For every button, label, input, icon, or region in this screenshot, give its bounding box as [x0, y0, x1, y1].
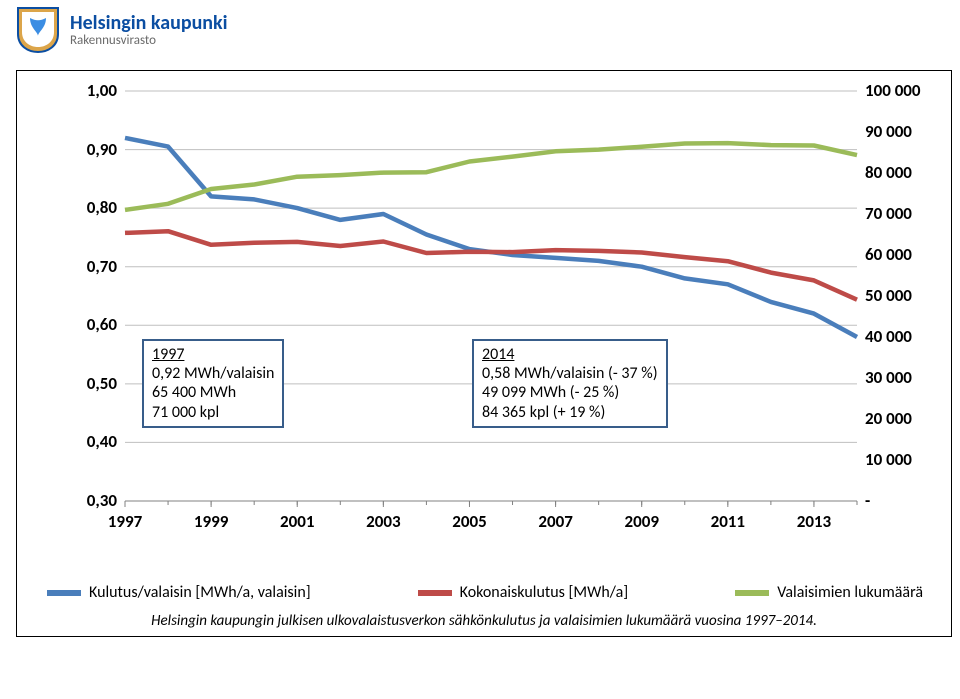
- y-left-tick: 0,90: [67, 139, 117, 160]
- legend-swatch: [418, 590, 452, 596]
- y-left-tick: 1,00: [67, 80, 117, 101]
- y-right-tick: 40 000: [865, 326, 912, 347]
- y-left-tick: 0,80: [67, 197, 117, 218]
- y-right-tick: 10 000: [865, 449, 912, 470]
- y-right-tick: 20 000: [865, 408, 912, 429]
- x-tick: 2013: [797, 511, 831, 532]
- org-sub: Rakennusvirasto: [70, 34, 228, 48]
- x-tick: 2005: [452, 511, 486, 532]
- annotation-box: 19970,92 MWh/valaisin65 400 MWh71 000 kp…: [142, 339, 284, 428]
- org-block: Helsingin kaupunki Rakennusvirasto: [70, 13, 228, 48]
- legend-item: Valaisimien lukumäärä: [735, 583, 923, 602]
- legend-swatch: [735, 590, 769, 596]
- x-tick: 2001: [280, 511, 314, 532]
- y-right-tick: 70 000: [865, 203, 912, 224]
- chart-frame: Sähkön ominaiskulutus [MWh/a, valaisin] …: [16, 70, 952, 637]
- y-right-tick: 50 000: [865, 285, 912, 306]
- y-right-tick: 100 000: [865, 80, 921, 101]
- y-right-tick: 80 000: [865, 162, 912, 183]
- x-tick: 1999: [194, 511, 228, 532]
- line-chart-svg: [33, 81, 931, 571]
- legend-item: Kokonaiskulutus [MWh/a]: [418, 583, 629, 602]
- y-left-tick: 0,70: [67, 256, 117, 277]
- page: Helsingin kaupunki Rakennusvirasto Sähkö…: [0, 0, 960, 699]
- y-right-tick: 60 000: [865, 244, 912, 265]
- org-name: Helsingin kaupunki: [70, 13, 228, 34]
- legend-label: Kokonaiskulutus [MWh/a]: [460, 583, 629, 602]
- legend-swatch: [47, 590, 81, 596]
- header: Helsingin kaupunki Rakennusvirasto: [16, 6, 228, 54]
- legend-label: Kulutus/valaisin [MWh/a, valaisin]: [89, 583, 311, 602]
- legend-label: Valaisimien lukumäärä: [777, 583, 923, 602]
- x-tick: 2011: [711, 511, 745, 532]
- y-left-tick: 0,50: [67, 373, 117, 394]
- x-tick: 1997: [108, 511, 142, 532]
- legend-item: Kulutus/valaisin [MWh/a, valaisin]: [47, 583, 311, 602]
- y-right-tick: 90 000: [865, 121, 912, 142]
- caption: Helsingin kaupungin julkisen ulkovalaist…: [17, 612, 951, 630]
- y-right-tick: 30 000: [865, 367, 912, 388]
- x-tick: 2009: [624, 511, 658, 532]
- y-left-tick: 0,30: [67, 490, 117, 511]
- legend: Kulutus/valaisin [MWh/a, valaisin] Kokon…: [47, 583, 923, 602]
- y-left-tick: 0,60: [67, 314, 117, 335]
- annotation-box: 20140,58 MWh/valaisin (- 37 %)49 099 MWh…: [472, 339, 668, 428]
- x-tick: 2003: [366, 511, 400, 532]
- city-crest-icon: [16, 6, 60, 54]
- chart-plot: [33, 81, 931, 571]
- y-left-tick: 0,40: [67, 431, 117, 452]
- y-right-tick: -: [865, 490, 870, 511]
- x-tick: 2007: [538, 511, 572, 532]
